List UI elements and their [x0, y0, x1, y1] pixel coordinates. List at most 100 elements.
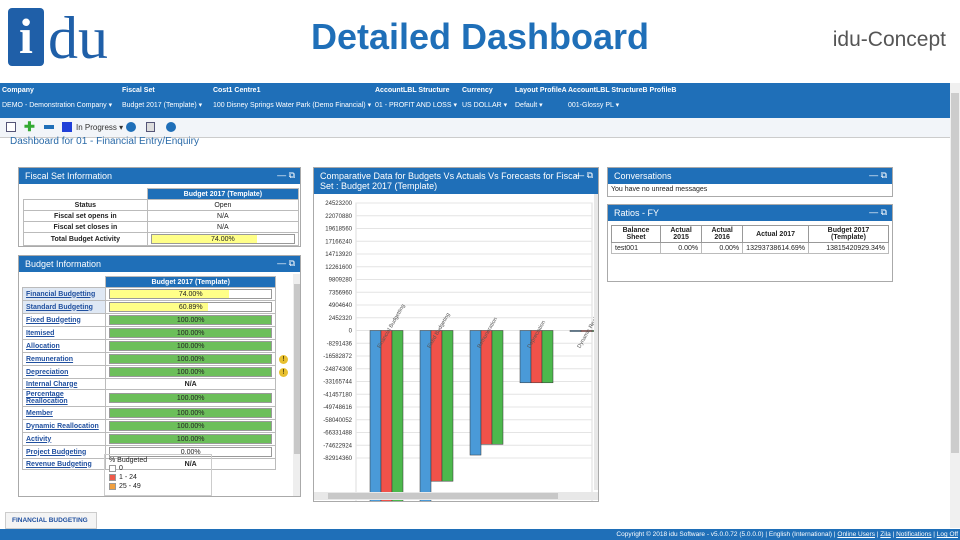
budget-link[interactable]: Project Budgeting [26, 448, 87, 456]
page-scrollbar[interactable] [950, 83, 960, 528]
filter-select[interactable]: 100 Disney Springs Water Park (Demo Fina… [213, 102, 372, 109]
y-tick-label: -82914360 [323, 456, 352, 462]
ratio-cell: 0.00% [701, 242, 744, 254]
progress-label: 60.89% [178, 304, 203, 311]
progress-fill [110, 355, 271, 363]
remove-icon[interactable] [44, 125, 54, 129]
fiscal-table: Budget 2017 (Template) Status Open Fiscal s… [23, 188, 300, 246]
info-icon[interactable] [126, 122, 136, 132]
dashboard-heading: Dashboard for 01 - Financial Entry/Enqui… [10, 136, 199, 147]
h-scroll-thumb[interactable] [328, 493, 558, 499]
y-tick-label: 2452320 [329, 316, 353, 322]
warning-icon: ! [279, 367, 288, 377]
budget-link[interactable]: Internal Charge [26, 380, 78, 388]
filter-select[interactable]: 001-Glossy PL ▾ [568, 102, 620, 109]
row-value: Open [146, 199, 300, 211]
footer-bar: Copyright © 2018 idu Software - v5.0.0.7… [0, 529, 960, 540]
legend-item: 25 - 49 [109, 482, 207, 491]
panel-controls[interactable]: — ⧉ [869, 170, 887, 180]
panel-title: Budget Information [25, 259, 102, 269]
filter-value: DEMO - Demonstration Company [2, 102, 107, 109]
panel-controls[interactable]: — ⧉ [277, 258, 295, 268]
panel-controls[interactable]: — ⧉ [869, 207, 887, 217]
budget-link[interactable]: Allocation [26, 342, 60, 350]
progress-bar: 74.00% [150, 234, 295, 244]
doc-icon[interactable] [146, 122, 155, 132]
panel-header: Ratios - FY — ⧉ [608, 205, 892, 221]
panel-controls[interactable]: — ⧉ [575, 170, 593, 180]
progress-label: 100.00% [176, 395, 205, 402]
footer-link[interactable]: Online Users [837, 531, 875, 538]
footer-link[interactable]: Zila [880, 531, 891, 538]
blank-cell [23, 277, 106, 288]
filter-select[interactable]: Default ▾ [515, 102, 543, 109]
column-header: Actual 2015 [660, 225, 703, 243]
progress-label: 74.00% [178, 291, 203, 298]
progress-label: 0.00% [180, 449, 201, 456]
legend-item: 0 [109, 464, 207, 473]
v-scrollbar[interactable] [594, 194, 598, 490]
budget-link[interactable]: Depreciation [26, 368, 69, 376]
y-tick-label: 24523200 [325, 201, 352, 207]
legend-label: 25 - 49 [119, 483, 141, 490]
budget-link[interactable]: Revenue Budgeting [26, 460, 92, 468]
filter-select[interactable]: US DOLLAR ▾ [462, 102, 508, 109]
progress-fill [110, 422, 271, 430]
budget-link[interactable]: Itemised [26, 329, 55, 337]
grid-icon[interactable] [6, 122, 16, 132]
progress-fill [110, 290, 230, 298]
row-label: Fiscal set opens in [23, 210, 148, 222]
panel-controls[interactable]: — ⧉ [277, 170, 295, 180]
help-icon[interactable] [166, 122, 176, 132]
budget-link[interactable]: Percentage Reallocation [26, 391, 68, 405]
scroll-thumb[interactable] [294, 284, 300, 454]
row-label: Financial Budgetting [21, 287, 107, 301]
budget-link[interactable]: Standard Budgeting [26, 303, 93, 311]
legend-item: 1 - 24 [109, 473, 207, 482]
filter-value: 01 - PROFIT AND LOSS [375, 102, 452, 109]
panel-header: Budget Information — ⧉ [19, 256, 300, 272]
progress-bar: 100.00% [109, 434, 272, 444]
progress-fill [110, 329, 271, 337]
column-header: Actual 2016 [701, 225, 744, 243]
budget-link[interactable]: Remuneration [26, 355, 74, 363]
scrollbar[interactable] [293, 274, 300, 496]
budget-link[interactable]: Member [26, 409, 53, 417]
filter-select[interactable]: 01 - PROFIT AND LOSS ▾ [375, 102, 457, 109]
panel-title: Fiscal Set Information [25, 171, 113, 181]
y-tick-label: 12261600 [325, 265, 352, 271]
progress-bar: 100.00% [109, 328, 272, 338]
budget-link[interactable]: Financial Budgetting [26, 290, 96, 298]
fiscal-row: Fiscal set closes in N/A [23, 221, 300, 233]
progress-label: 100.00% [176, 343, 205, 350]
fiscal-row: Total Budget Activity 74.00% [23, 232, 300, 246]
conversation-message: You have no unread messages [611, 186, 708, 193]
header-row: Balance Sheet Actual 2015 Actual 2016 Actua… [610, 225, 890, 243]
scroll-thumb[interactable] [951, 93, 959, 453]
budget-link[interactable]: Dynamic Reallocation [26, 422, 99, 430]
column-header: Actual 2017 [742, 225, 809, 243]
footer-link[interactable]: Notifications [896, 531, 932, 538]
filter-select[interactable]: DEMO - Demonstration Company ▾ [2, 102, 113, 109]
budget-row: Member 100.00% [21, 406, 292, 420]
legend-swatch [109, 474, 116, 481]
footer-link[interactable]: Log Off [936, 531, 958, 538]
filter-value: Budget 2017 (Template) [122, 102, 197, 109]
warning-cell [276, 407, 292, 420]
y-tick-label: -33165744 [323, 380, 352, 386]
filter-select[interactable]: Budget 2017 (Template) ▾ [122, 102, 203, 109]
blank-cell [276, 277, 292, 288]
row-label: Percentage Reallocation [21, 389, 107, 407]
y-tick-label: 17166240 [325, 239, 352, 245]
budget-link[interactable]: Fixed Budgeting [26, 316, 81, 324]
footer-tab[interactable]: FINANCIAL BUDGETING [5, 512, 97, 529]
status-select[interactable]: In Progress ▾ [76, 123, 124, 132]
row-label: Member [21, 406, 107, 420]
status-text: In Progress [76, 123, 117, 132]
add-icon[interactable]: ✚ [24, 119, 35, 134]
budget-link[interactable]: Activity [26, 435, 52, 443]
chart-panel: Comparative Data for Budgets Vs Actuals … [313, 167, 599, 502]
row-value: N/A [146, 210, 300, 222]
